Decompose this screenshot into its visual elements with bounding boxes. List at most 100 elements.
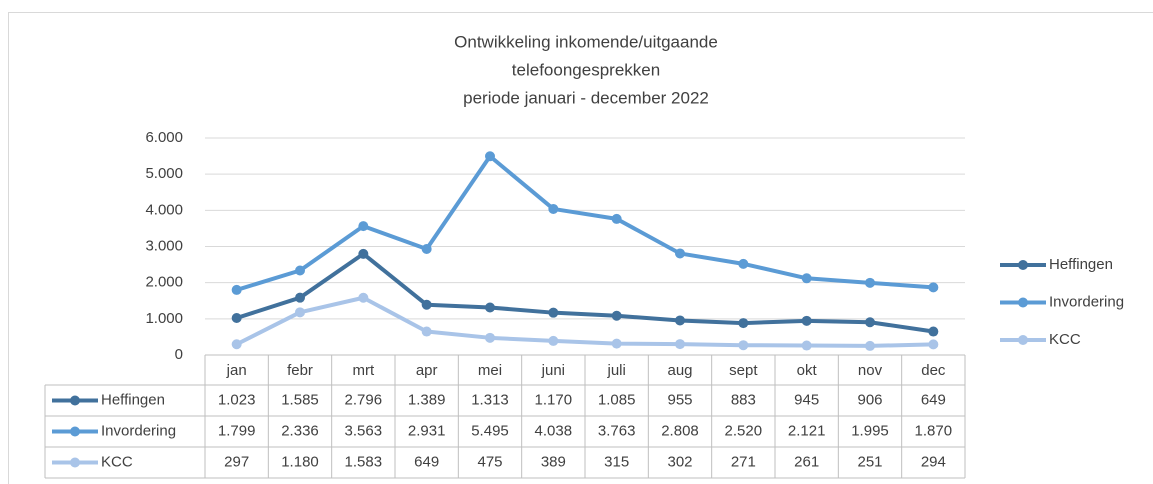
- table-cell: 2.121: [788, 422, 826, 439]
- chart-title: periode januari - december 2022: [463, 88, 709, 107]
- chart-border: [8, 12, 1153, 484]
- x-tick-label: okt: [797, 362, 818, 379]
- data-point: [548, 307, 559, 318]
- y-tick-label: 3.000: [145, 237, 183, 254]
- table-cell: 3.563: [345, 422, 383, 439]
- table-legend-marker: [70, 426, 80, 437]
- table-series-name: Invordering: [101, 422, 176, 439]
- x-tick-label: mei: [478, 362, 502, 379]
- data-point: [548, 335, 559, 346]
- table-cell: 475: [477, 453, 502, 470]
- data-point: [231, 339, 242, 350]
- table-cell: 1.585: [281, 391, 319, 408]
- table-cell: 955: [667, 391, 692, 408]
- data-point: [611, 310, 622, 321]
- chart-title: telefoongesprekken: [512, 60, 660, 79]
- data-point: [358, 248, 369, 259]
- table-cell: 1.870: [915, 422, 953, 439]
- data-point: [421, 326, 432, 337]
- table-cell: 297: [224, 453, 249, 470]
- legend-marker: [1018, 335, 1028, 345]
- legend-marker: [1018, 297, 1028, 308]
- table-cell: 2.520: [725, 422, 763, 439]
- x-tick-label: sept: [729, 362, 758, 379]
- data-point: [675, 339, 685, 350]
- table-cell: 315: [604, 453, 629, 470]
- chart-title: Ontwikkeling inkomende/uitgaande: [454, 32, 718, 51]
- data-point: [295, 307, 305, 318]
- series-line: [236, 251, 934, 334]
- data-point: [231, 284, 242, 295]
- table-cell: 294: [921, 453, 946, 470]
- data-point: [611, 213, 622, 224]
- table-cell: 389: [541, 453, 566, 470]
- table-cell: 2.808: [661, 422, 699, 439]
- data-point: [295, 292, 305, 303]
- y-tick-label: 6.000: [145, 129, 183, 146]
- table-cell: 1.995: [851, 422, 889, 439]
- table-cell: 1.799: [218, 422, 256, 439]
- table-cell: 649: [414, 453, 439, 470]
- table-cell: 1.389: [408, 391, 446, 408]
- legend-label: Invordering: [1049, 293, 1124, 310]
- table-cell: 1.170: [535, 391, 573, 408]
- table-series-name: KCC: [101, 453, 133, 470]
- data-point: [865, 277, 875, 288]
- data-point: [928, 326, 939, 337]
- data-point: [738, 340, 749, 351]
- x-tick-label: febr: [287, 362, 313, 379]
- legend-label: KCC: [1049, 331, 1081, 348]
- table-cell: 302: [667, 453, 692, 470]
- x-tick-label: juli: [606, 362, 625, 379]
- table-legend-marker: [70, 457, 80, 468]
- table-cell: 4.038: [535, 422, 573, 439]
- data-point: [611, 338, 622, 349]
- y-tick-label: 1.000: [145, 310, 183, 327]
- table-cell: 1.313: [471, 391, 509, 408]
- legend-label: Heffingen: [1049, 256, 1113, 273]
- table-cell: 1.583: [345, 453, 383, 470]
- data-point: [738, 318, 749, 329]
- x-tick-label: juni: [541, 362, 565, 379]
- data-point: [485, 332, 495, 343]
- data-point: [231, 313, 242, 324]
- table-cell: 2.796: [345, 391, 383, 408]
- data-point: [675, 248, 685, 259]
- series-line: [235, 295, 934, 348]
- x-tick-label: jan: [226, 362, 247, 379]
- table-cell: 883: [731, 391, 756, 408]
- data-point: [928, 339, 939, 350]
- table-cell: 261: [794, 453, 819, 470]
- y-tick-label: 4.000: [145, 201, 183, 218]
- x-tick-label: nov: [858, 362, 883, 379]
- table-cell: 2.931: [408, 422, 446, 439]
- table-legend-marker: [70, 395, 80, 406]
- x-tick-label: dec: [921, 362, 946, 379]
- data-point: [738, 258, 749, 269]
- legend-marker: [1018, 260, 1028, 270]
- data-point: [485, 151, 495, 162]
- table-cell: 1.023: [218, 391, 256, 408]
- x-tick-label: apr: [416, 362, 438, 379]
- data-point: [358, 292, 369, 303]
- x-tick-label: mrt: [352, 362, 374, 379]
- data-point: [801, 315, 812, 326]
- table-cell: 3.763: [598, 422, 636, 439]
- table-cell: 5.495: [471, 422, 509, 439]
- data-point: [865, 340, 875, 351]
- data-point: [548, 203, 559, 214]
- data-point: [801, 340, 812, 351]
- y-tick-label: 0: [175, 346, 183, 363]
- series-line: [236, 154, 934, 292]
- data-point: [358, 221, 369, 232]
- data-point: [675, 315, 685, 326]
- table-cell: 2.336: [281, 422, 319, 439]
- x-tick-label: aug: [667, 362, 692, 379]
- data-point: [421, 299, 432, 310]
- table-cell: 649: [921, 391, 946, 408]
- data-point: [421, 243, 432, 254]
- table-cell: 271: [731, 453, 756, 470]
- y-tick-label: 5.000: [145, 165, 183, 182]
- data-point: [485, 302, 495, 313]
